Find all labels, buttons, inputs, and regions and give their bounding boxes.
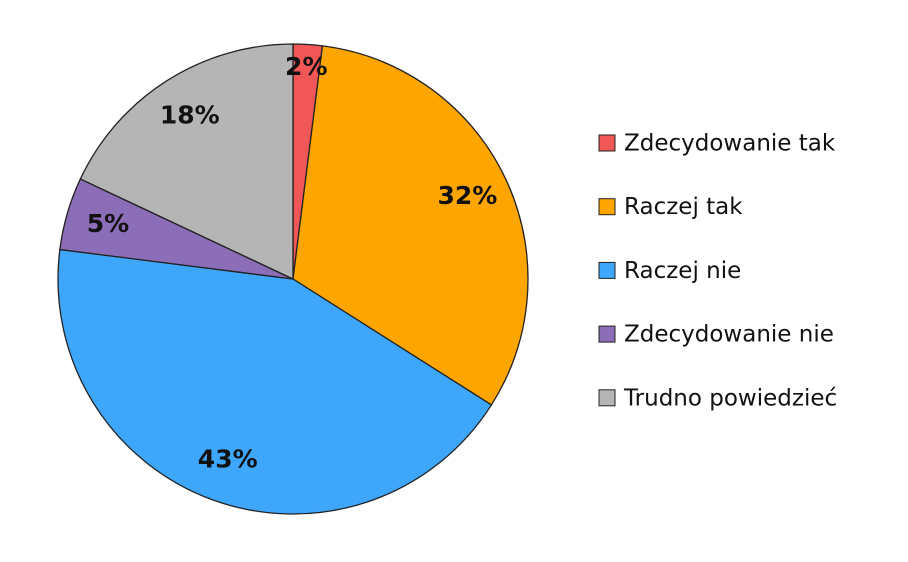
value-label: 43% (198, 444, 258, 473)
value-label: 32% (437, 181, 497, 210)
legend-label: Zdecydowanie tak (624, 131, 836, 157)
legend-swatch (598, 325, 616, 343)
legend-swatch (598, 134, 616, 152)
value-label: 2% (285, 52, 327, 81)
legend-swatch (598, 261, 616, 279)
pie-slice (292, 45, 529, 406)
value-label: 5% (87, 209, 129, 238)
legend-label: Zdecydowanie nie (624, 322, 834, 348)
value-label: 18% (160, 100, 220, 129)
legend-label: Raczej tak (624, 194, 743, 220)
legend-swatch (598, 389, 616, 407)
pie-slice (57, 248, 493, 515)
legend-label: Raczej nie (624, 258, 741, 284)
pie-slice (79, 43, 294, 281)
legend-label: Trudno powiedzieć (623, 385, 837, 411)
legend-swatch (598, 198, 616, 216)
